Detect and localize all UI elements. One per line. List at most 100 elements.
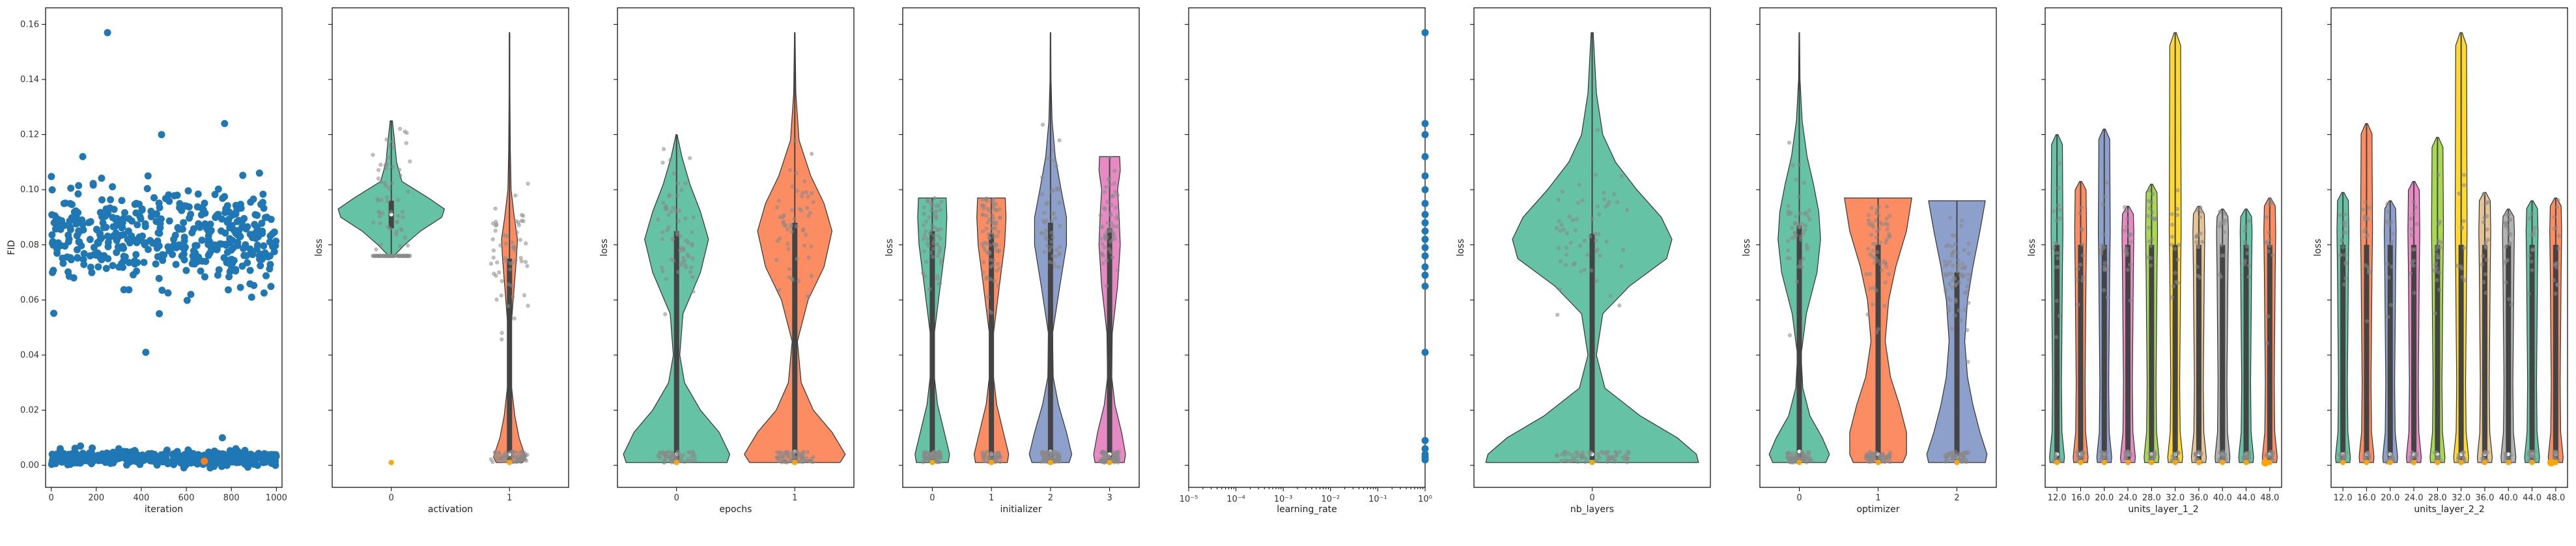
data-point	[993, 245, 998, 250]
data-point	[922, 233, 927, 238]
data-point	[1959, 459, 1964, 465]
data-point	[371, 152, 375, 157]
data-point	[1886, 222, 1890, 227]
data-point	[1805, 214, 1810, 218]
x-axis-label: iteration	[145, 504, 183, 515]
data-point	[1965, 451, 1970, 455]
data-point	[136, 212, 144, 220]
data-point	[688, 270, 693, 274]
data-point	[2246, 218, 2251, 223]
data-point	[218, 227, 225, 235]
data-point	[2556, 233, 2561, 238]
data-point	[212, 214, 219, 222]
data-point	[660, 237, 665, 242]
data-point	[921, 223, 926, 227]
violin-box	[989, 233, 995, 460]
data-point	[921, 237, 926, 241]
data-point	[691, 215, 696, 220]
data-point	[1865, 312, 1870, 317]
data-point	[387, 186, 391, 191]
data-point	[2265, 314, 2271, 319]
data-point	[2364, 216, 2369, 220]
data-point	[1947, 281, 1952, 287]
data-point	[2508, 453, 2513, 457]
data-point	[690, 242, 694, 246]
data-point	[2529, 453, 2534, 458]
data-point	[2264, 214, 2269, 220]
data-point	[806, 214, 811, 218]
violin-box	[2364, 244, 2370, 460]
data-point	[107, 196, 115, 204]
data-point	[1570, 453, 1575, 457]
data-point	[236, 233, 244, 240]
data-point	[1624, 208, 1630, 212]
data-point	[1955, 265, 1960, 270]
x-tick-label: 3	[1107, 493, 1112, 503]
data-point	[791, 453, 795, 458]
data-point	[2217, 224, 2222, 229]
data-point	[661, 201, 666, 205]
data-point	[793, 138, 797, 143]
data-point	[1944, 244, 1949, 248]
data-point	[1949, 244, 1954, 249]
data-point	[1557, 287, 1563, 292]
data-point	[233, 227, 241, 235]
data-point	[386, 155, 390, 160]
data-point	[984, 197, 988, 202]
data-point	[522, 293, 527, 298]
x-tick-label: 48.0	[2260, 493, 2279, 503]
data-point	[397, 243, 403, 248]
data-point	[2056, 251, 2061, 255]
data-point	[66, 253, 74, 261]
data-point	[253, 246, 261, 253]
data-point	[2175, 280, 2180, 285]
data-point	[1107, 228, 1112, 233]
data-point	[797, 459, 801, 464]
x-tick-label: 44.0	[2523, 493, 2541, 503]
data-point	[1049, 457, 1054, 461]
data-point	[1098, 213, 1103, 218]
data-point	[663, 312, 668, 317]
data-point	[993, 456, 997, 461]
axes-frame	[1188, 7, 1426, 488]
data-point	[673, 208, 678, 213]
data-point	[1421, 219, 1429, 227]
best-point	[2411, 459, 2417, 465]
data-point	[1421, 252, 1429, 260]
data-point	[809, 457, 814, 461]
data-point	[1578, 244, 1583, 248]
data-point	[991, 197, 996, 202]
data-point	[669, 257, 673, 262]
data-point	[94, 263, 102, 271]
data-point	[206, 220, 214, 228]
data-point	[384, 137, 389, 142]
violin-box	[2149, 244, 2155, 460]
data-point	[802, 243, 807, 248]
data-point	[109, 232, 117, 240]
data-point	[794, 224, 799, 229]
data-point	[141, 223, 149, 231]
data-point	[50, 266, 57, 274]
data-point	[980, 203, 985, 208]
data-point	[685, 457, 690, 461]
data-point	[2223, 211, 2228, 216]
data-point	[2506, 227, 2511, 232]
data-point	[503, 241, 508, 246]
data-point	[374, 247, 378, 252]
data-point	[1559, 452, 1564, 457]
data-point	[131, 260, 139, 268]
panel-epochs: loss epochs 0 1	[599, 7, 855, 515]
data-point	[690, 450, 695, 454]
data-point	[800, 228, 805, 233]
data-point	[1582, 267, 1587, 272]
data-point	[1421, 437, 1429, 444]
violin-box	[2196, 244, 2201, 460]
data-point	[1864, 272, 1869, 277]
data-point	[80, 250, 88, 257]
data-point	[510, 450, 515, 454]
data-point	[1421, 282, 1429, 290]
data-point	[776, 459, 781, 463]
x-tick-label: 600	[178, 493, 195, 503]
data-point	[201, 273, 208, 281]
data-point	[2411, 199, 2416, 204]
